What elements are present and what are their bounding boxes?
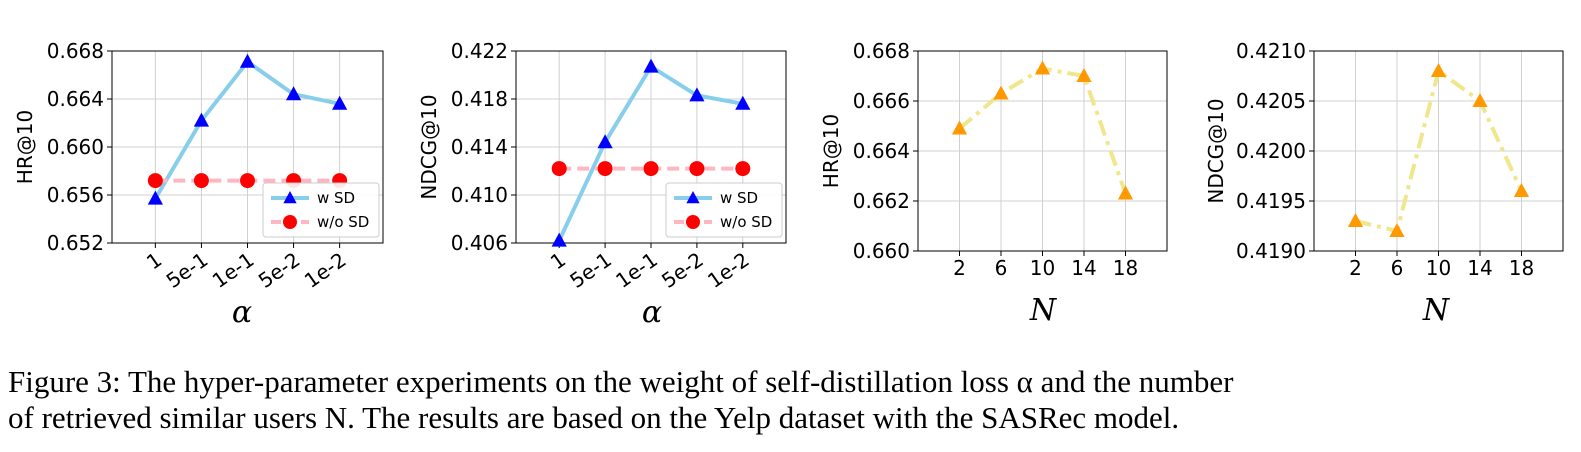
- legend-label: w/o SD: [720, 213, 772, 231]
- data-point-marker: [147, 190, 163, 205]
- data-point-marker: [551, 232, 567, 247]
- data-point-marker: [1347, 213, 1364, 227]
- figure-canvas: 0.6520.6560.6600.6640.66815e-11e-15e-21e…: [13, 39, 1564, 330]
- data-point-marker: [993, 85, 1009, 100]
- x-tick-label: 14: [1467, 256, 1492, 280]
- legend-marker: [283, 215, 297, 229]
- x-axis-label: N: [1029, 293, 1058, 328]
- y-tick-label: 0.660: [47, 135, 104, 159]
- x-tick-label: 18: [1113, 256, 1138, 280]
- y-tick-label: 0.652: [47, 231, 104, 255]
- x-tick-label: 14: [1071, 256, 1096, 280]
- legend-marker: [283, 191, 297, 204]
- x-tick-label: 10: [1030, 256, 1055, 280]
- y-tick-label: 0.668: [47, 39, 104, 63]
- data-point-marker: [285, 86, 302, 101]
- y-tick-label: 0.664: [47, 87, 104, 111]
- y-tick-label: 0.418: [451, 87, 508, 111]
- y-tick-label: 0.4195: [1236, 189, 1306, 213]
- x-axis-label: α: [232, 295, 252, 330]
- x-tick-label: 5e-1: [162, 247, 213, 292]
- data-point-marker: [689, 87, 705, 102]
- y-axis-label: HR@10: [819, 114, 843, 188]
- data-point-marker: [1076, 68, 1092, 82]
- x-axis-label: N: [1422, 293, 1451, 328]
- data-point-marker: [597, 161, 613, 177]
- y-tick-label: 0.662: [853, 189, 910, 213]
- data-point-marker: [1117, 185, 1134, 200]
- x-tick-label: 10: [1426, 256, 1451, 280]
- x-tick-label: 6: [995, 256, 1008, 280]
- data-point-marker: [643, 161, 659, 177]
- data-point-marker: [735, 95, 751, 110]
- data-point-marker: [1472, 93, 1488, 107]
- data-point-marker: [332, 95, 348, 110]
- data-point-marker: [951, 120, 968, 135]
- y-tick-label: 0.664: [853, 139, 910, 163]
- x-tick-label: 5e-2: [254, 247, 305, 292]
- chart-panel-3: 0.660 0.662 0.664 0.666 0.668 2 6 10 14 18 HR@10 N: [819, 39, 1168, 328]
- legend-marker: [686, 215, 700, 229]
- x-tick-label: 5e-1: [565, 247, 616, 292]
- caption-line-1: Figure 3: The hyper-parameter experiment…: [8, 364, 1234, 399]
- y-tick-label: 0.4200: [1236, 139, 1306, 163]
- data-point-marker: [1034, 60, 1051, 75]
- chart-panel-2: 0.406 0.410 0.414 0.418 0.422 15e-11e-15e-21e…: [417, 39, 787, 330]
- data-point-marker: [147, 173, 163, 189]
- x-tick-label: 1e-1: [611, 247, 662, 292]
- chart-panel-1: 0.652 0.656 0.660 0.664 0.668 15e-11e-15e-21e…: [13, 39, 384, 330]
- y-tick-label: 0.422: [451, 39, 508, 63]
- x-tick-label: 1: [546, 247, 570, 274]
- data-point-marker: [239, 53, 256, 68]
- data-point-marker: [551, 161, 567, 177]
- y-tick-label: 0.4210: [1236, 39, 1306, 63]
- y-tick-label: 0.414: [451, 135, 508, 159]
- x-tick-label: 2: [953, 256, 966, 280]
- data-point-marker: [643, 58, 659, 73]
- x-tick-label: 5e-2: [657, 247, 708, 292]
- data-point-marker: [193, 173, 209, 189]
- chart-panel-4: 0.4190 0.4195 0.4200 0.4205 0.4210 2 6 10 14 18 ND…: [1204, 39, 1564, 328]
- x-tick-label: 1e-2: [703, 247, 754, 292]
- legend-label: w/o SD: [317, 213, 369, 231]
- y-tick-label: 0.4190: [1236, 239, 1306, 263]
- chart-legend: w SD w/o SD: [665, 182, 783, 238]
- figure-caption: Figure 3: The hyper-parameter experiment…: [8, 364, 1578, 436]
- data-point-marker: [240, 173, 255, 189]
- y-tick-label: 0.668: [853, 39, 910, 63]
- y-tick-label: 0.406: [451, 231, 508, 255]
- x-tick-label: 1e-1: [208, 247, 259, 292]
- x-tick-label: 1: [142, 247, 166, 274]
- x-tick-label: 6: [1391, 256, 1404, 280]
- data-point-marker: [1513, 183, 1530, 197]
- y-tick-label: 0.656: [47, 183, 104, 207]
- legend-label: w SD: [317, 189, 355, 207]
- data-point-marker: [735, 161, 751, 177]
- y-tick-label: 0.666: [853, 89, 910, 113]
- data-point-marker: [689, 161, 705, 177]
- x-axis-label: α: [642, 295, 662, 330]
- legend-marker: [686, 191, 700, 204]
- chart-legend: w SD w/o SD: [262, 182, 380, 238]
- data-point-marker: [597, 134, 613, 149]
- y-axis-label: NDCG@10: [417, 94, 441, 199]
- y-axis-label: NDCG@10: [1204, 98, 1228, 203]
- x-tick-label: 1e-2: [300, 247, 351, 292]
- y-tick-label: 0.4205: [1236, 89, 1306, 113]
- data-point-marker: [1430, 63, 1447, 77]
- x-tick-label: 2: [1349, 256, 1362, 280]
- data-point-marker: [193, 112, 210, 127]
- y-tick-label: 0.660: [853, 239, 910, 263]
- legend-label: w SD: [720, 189, 758, 207]
- y-tick-label: 0.410: [451, 183, 508, 207]
- caption-line-2: of retrieved similar users N. The result…: [8, 400, 1180, 435]
- y-axis-label: HR@10: [13, 110, 37, 184]
- data-point-marker: [1389, 223, 1405, 237]
- x-tick-label: 18: [1509, 256, 1534, 280]
